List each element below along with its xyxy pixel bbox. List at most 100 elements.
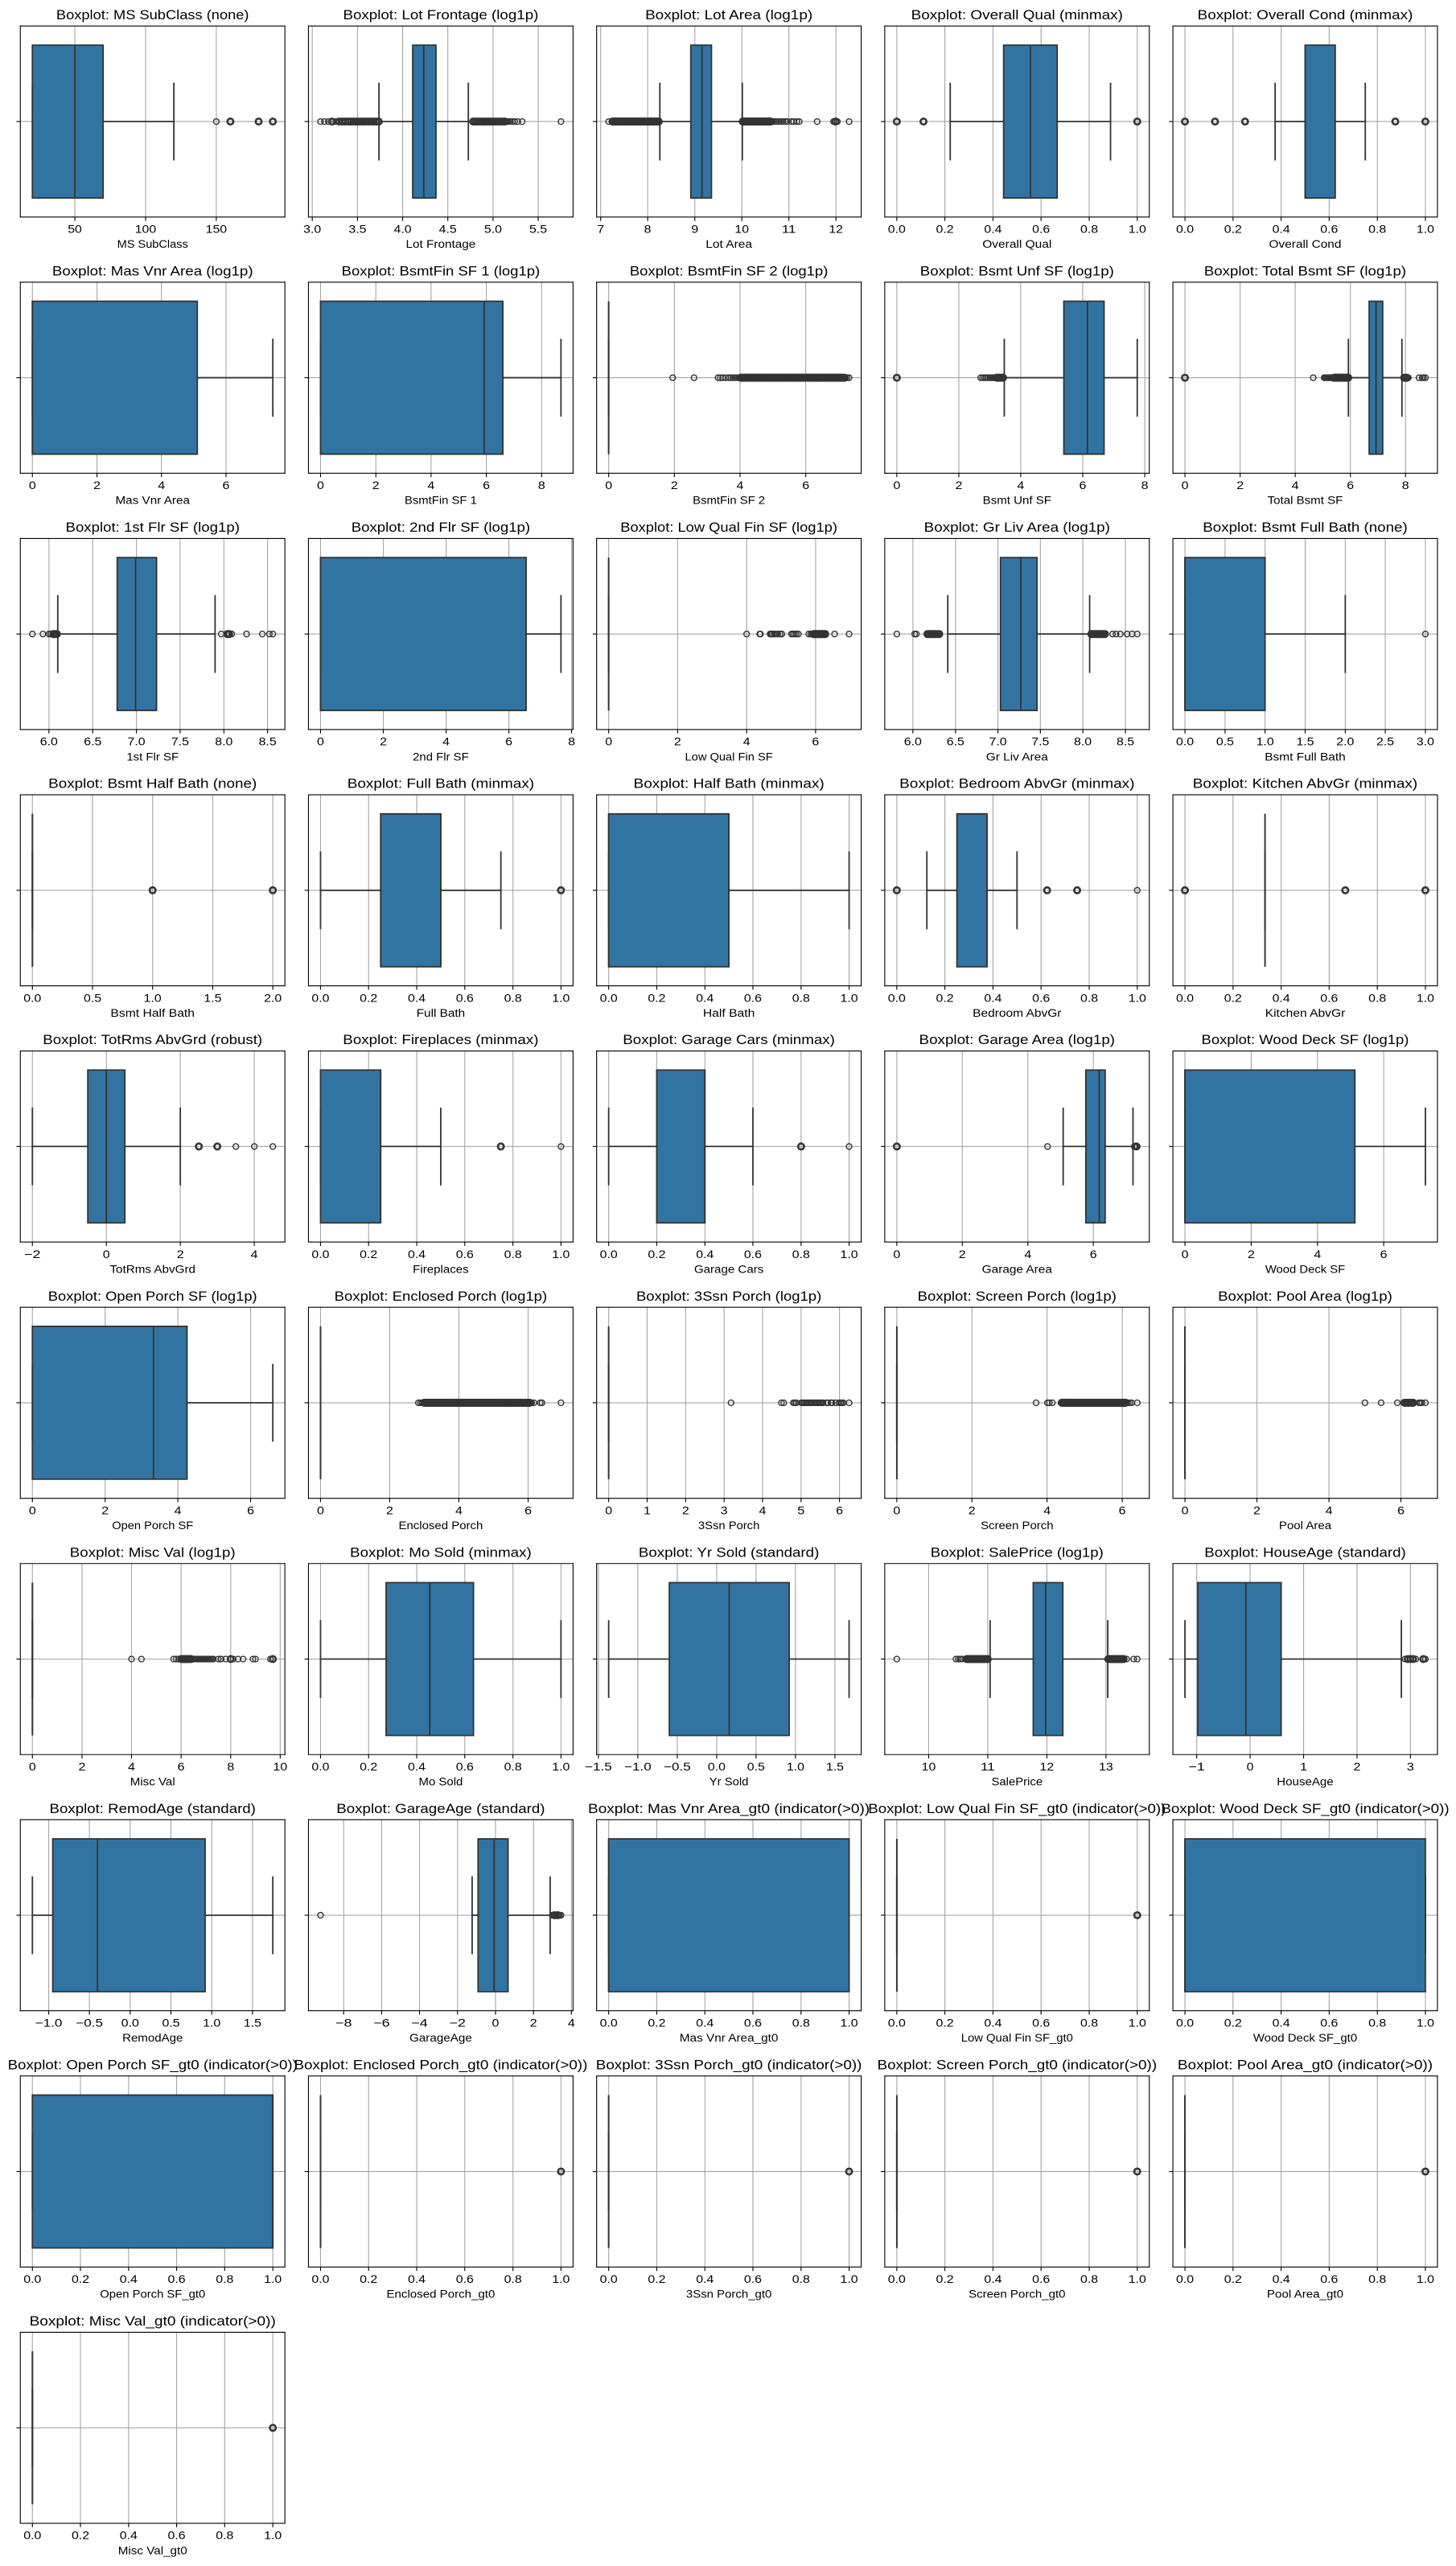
svg-text:9: 9 [691,223,698,236]
svg-text:0.0: 0.0 [888,2017,906,2029]
svg-text:4: 4 [737,479,744,491]
svg-text:6: 6 [836,1504,843,1517]
svg-text:4: 4 [175,1504,182,1517]
svg-text:0: 0 [605,735,612,748]
svg-text:0.4: 0.4 [984,991,1002,1004]
svg-text:3: 3 [1407,1760,1414,1773]
svg-text:1.0: 1.0 [552,1248,570,1260]
svg-text:0.2: 0.2 [72,2272,89,2285]
svg-text:0: 0 [1182,1504,1189,1517]
svg-text:6: 6 [1397,1504,1405,1517]
svg-text:6: 6 [1090,1248,1097,1260]
svg-text:4: 4 [568,2017,575,2029]
svg-text:0.0: 0.0 [23,2272,41,2285]
svg-text:1.0: 1.0 [144,991,162,1004]
svg-text:3.0: 3.0 [1417,735,1434,748]
svg-text:8: 8 [1402,479,1409,491]
svg-text:0.0: 0.0 [600,2272,618,2285]
svg-text:2: 2 [79,1760,86,1773]
svg-text:0.6: 0.6 [1320,991,1338,1004]
svg-text:6.0: 6.0 [40,735,58,748]
svg-text:Boxplot: Mas Vnr Area_gt0 (ind: Boxplot: Mas Vnr Area_gt0 (indicator(>0)… [588,1801,870,1816]
svg-text:Boxplot: 3Ssn Porch (log1p): Boxplot: 3Ssn Porch (log1p) [636,1289,821,1304]
svg-text:Full Bath: Full Bath [417,1006,465,1019]
svg-text:Boxplot: Low Qual Fin SF (log1: Boxplot: Low Qual Fin SF (log1p) [620,520,837,535]
svg-text:0.0: 0.0 [600,991,618,1004]
svg-text:0.8: 0.8 [504,1248,522,1260]
svg-text:Lot Frontage: Lot Frontage [406,237,476,250]
svg-text:1.5: 1.5 [204,991,221,1004]
svg-text:0.6: 0.6 [168,2529,186,2542]
svg-text:0.8: 0.8 [504,991,522,1004]
svg-text:0.8: 0.8 [792,2017,810,2029]
svg-text:8: 8 [644,223,652,236]
svg-text:0.8: 0.8 [1368,991,1386,1004]
svg-text:0.2: 0.2 [360,991,377,1004]
svg-text:0.4: 0.4 [984,223,1002,236]
svg-text:7.0: 7.0 [128,735,146,748]
svg-text:0.8: 0.8 [792,991,810,1004]
svg-text:Boxplot: Overall Qual (minmax): Boxplot: Overall Qual (minmax) [911,7,1123,23]
svg-text:6: 6 [1347,479,1354,491]
svg-text:Boxplot: 3Ssn Porch_gt0 (indic: Boxplot: 3Ssn Porch_gt0 (indicator(>0)) [596,2057,862,2072]
svg-text:Boxplot: Overall Cond (minmax): Boxplot: Overall Cond (minmax) [1198,7,1413,23]
svg-text:0.4: 0.4 [696,2017,714,2029]
svg-text:1.0: 1.0 [1417,223,1434,236]
svg-text:Fireplaces: Fireplaces [413,1262,468,1275]
svg-text:0.6: 0.6 [1032,223,1050,236]
svg-text:0.2: 0.2 [360,2272,377,2285]
svg-text:6: 6 [247,1504,254,1517]
svg-text:1.0: 1.0 [841,1248,858,1260]
svg-text:Boxplot: TotRms AbvGrd (robust: Boxplot: TotRms AbvGrd (robust) [43,1032,262,1047]
svg-text:4: 4 [128,1760,135,1773]
svg-text:4: 4 [1292,479,1299,491]
svg-text:Boxplot: Wood Deck SF (log1p): Boxplot: Wood Deck SF (log1p) [1202,1032,1409,1047]
svg-text:1.0: 1.0 [841,2272,858,2285]
svg-text:50: 50 [68,223,82,236]
svg-text:4: 4 [1024,1248,1031,1260]
svg-text:1.0: 1.0 [1257,735,1274,748]
svg-text:0: 0 [1182,1248,1189,1260]
svg-text:6: 6 [178,1760,185,1773]
svg-text:Boxplot: 2nd Flr SF (log1p): Boxplot: 2nd Flr SF (log1p) [352,520,530,535]
svg-text:TotRms AbvGrd: TotRms AbvGrd [109,1262,195,1275]
svg-text:Boxplot: Misc Val_gt0 (indicat: Boxplot: Misc Val_gt0 (indicator(>0)) [30,2313,276,2329]
svg-text:Lot Area: Lot Area [705,237,752,250]
svg-text:0.4: 0.4 [408,1760,426,1773]
svg-text:4: 4 [1314,1248,1321,1260]
svg-text:0.4: 0.4 [696,1248,714,1260]
svg-text:0.4: 0.4 [408,1248,426,1260]
svg-text:Boxplot: BsmtFin SF 2 (log1p): Boxplot: BsmtFin SF 2 (log1p) [630,264,829,279]
svg-text:0.8: 0.8 [1080,223,1098,236]
svg-text:−2: −2 [450,2017,467,2029]
svg-text:0.0: 0.0 [708,1760,726,1773]
svg-text:Boxplot: Screen Porch_gt0 (ind: Boxplot: Screen Porch_gt0 (indicator(>0)… [877,2057,1157,2072]
svg-text:2: 2 [177,1248,184,1260]
svg-text:Mas Vnr Area: Mas Vnr Area [115,494,190,507]
svg-text:150: 150 [206,223,228,236]
svg-text:0: 0 [29,1760,36,1773]
svg-text:−2: −2 [24,1248,41,1260]
svg-text:Mo Sold: Mo Sold [418,1774,463,1787]
svg-text:0.6: 0.6 [1320,223,1338,236]
svg-text:Open Porch SF_gt0: Open Porch SF_gt0 [100,2288,205,2301]
svg-text:0.4: 0.4 [696,2272,714,2285]
svg-text:2: 2 [386,1504,393,1517]
svg-text:4: 4 [455,1504,463,1517]
svg-text:0.2: 0.2 [936,2017,954,2029]
svg-text:Boxplot: Pool Area_gt0 (indica: Boxplot: Pool Area_gt0 (indicator(>0)) [1178,2057,1433,2072]
svg-text:Pool Area: Pool Area [1279,1519,1331,1532]
svg-text:0.2: 0.2 [936,2272,954,2285]
svg-text:0.2: 0.2 [936,223,954,236]
svg-text:Half Bath: Half Bath [703,1006,755,1019]
svg-text:0: 0 [103,1248,110,1260]
svg-text:0.4: 0.4 [984,2017,1002,2029]
svg-text:0.6: 0.6 [456,2272,474,2285]
svg-text:0.4: 0.4 [696,991,714,1004]
svg-text:1.0: 1.0 [1129,991,1146,1004]
svg-text:1.5: 1.5 [1296,735,1314,748]
svg-text:0.5: 0.5 [162,2017,179,2029]
svg-text:3Ssn Porch: 3Ssn Porch [698,1519,759,1532]
svg-text:7.5: 7.5 [171,735,189,748]
svg-text:6.5: 6.5 [947,735,964,748]
